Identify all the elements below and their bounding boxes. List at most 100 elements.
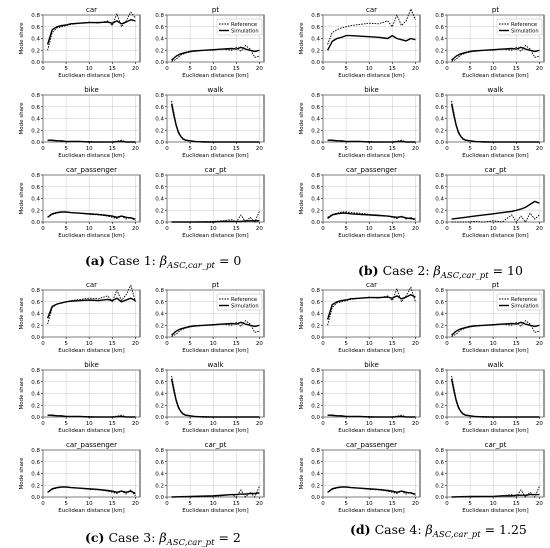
- xtick-label: 20: [412, 226, 419, 232]
- xtick-label: 5: [188, 66, 192, 72]
- panel-bike: 0.0 0.2 0.4 0.6 0.8 0 5 10 15 20 bike Euclidean dis…: [299, 86, 421, 159]
- xtick-label: 20: [256, 66, 263, 72]
- xtick-label: 20: [536, 66, 543, 72]
- ytick-label: 0.4: [311, 37, 320, 43]
- ytick-label: 0.4: [311, 472, 320, 478]
- ytick-label: 0.2: [31, 403, 40, 409]
- legend-label-reference: Reference: [511, 297, 537, 303]
- ytick-label: 0.8: [435, 288, 444, 294]
- ytick-label: 0.6: [311, 300, 320, 306]
- panel-walk: 0.0 0.2 0.4 0.6 0.8 0 5 10 15 20 walk Euclidean dis…: [155, 361, 265, 434]
- xtick-label: 20: [256, 146, 263, 152]
- case-4-caption: (d) Case 4: βASC,car_pt = 1.25: [350, 522, 527, 540]
- ytick-label: 0.6: [435, 25, 444, 31]
- series-line-simulation: [327, 414, 416, 418]
- xtick-label: 20: [132, 421, 139, 427]
- ytick-label: 0.8: [31, 368, 40, 374]
- panel-title: walk: [487, 361, 504, 369]
- ytick-label: 0.0: [311, 140, 320, 146]
- xtick-label: 0: [165, 146, 169, 152]
- ytick-label: 0.2: [155, 483, 164, 489]
- x-axis-label: Euclidean distance [km]: [338, 508, 404, 514]
- panel-title: pt: [212, 281, 219, 289]
- ytick-label: 0.8: [311, 368, 320, 374]
- xtick-label: 20: [412, 66, 419, 72]
- ytick-label: 0.6: [155, 380, 164, 386]
- ytick-label: 0.6: [311, 460, 320, 466]
- ytick-label: 0.8: [311, 173, 320, 179]
- ytick-label: 0.6: [31, 185, 40, 191]
- series-line-simulation: [326, 294, 416, 320]
- panel-bike: 0.0 0.2 0.4 0.6 0.8 0 5 10 15 20 bike Euclidean dis…: [19, 86, 141, 159]
- ytick-label: 0.0: [155, 140, 164, 146]
- ytick-label: 0.4: [155, 197, 164, 203]
- ytick-label: 0.4: [435, 472, 444, 478]
- ytick-label: 0.6: [155, 105, 164, 111]
- panel-car: 0.0 0.2 0.4 0.6 0.8 0 5 10 15 20 car Euclidean dist…: [19, 6, 141, 79]
- xtick-label: 15: [233, 226, 240, 232]
- ytick-label: 0.6: [311, 25, 320, 31]
- xtick-label: 5: [344, 226, 348, 232]
- ytick-label: 0.6: [155, 300, 164, 306]
- x-axis-label: Euclidean distance [km]: [182, 508, 248, 514]
- xtick-label: 5: [64, 421, 68, 427]
- xtick-label: 10: [490, 146, 497, 152]
- xtick-label: 5: [344, 66, 348, 72]
- ytick-label: 0.0: [311, 60, 320, 66]
- xtick-label: 5: [468, 421, 472, 427]
- xtick-label: 20: [256, 421, 263, 427]
- ytick-label: 0.4: [155, 37, 164, 43]
- case-3-group: 0.0 0.2 0.4 0.6 0.8 0 5 10 15 20 car Euclidean dist…: [19, 281, 265, 514]
- ytick-label: 0.6: [31, 380, 40, 386]
- ytick-label: 0.8: [155, 288, 164, 294]
- xtick-label: 10: [210, 146, 217, 152]
- ytick-label: 0.2: [435, 128, 444, 134]
- ytick-label: 0.2: [435, 483, 444, 489]
- xtick-label: 15: [389, 341, 396, 347]
- xtick-label: 20: [132, 501, 139, 507]
- ytick-label: 0.6: [311, 185, 320, 191]
- ytick-label: 0.0: [31, 495, 40, 501]
- panel-title: car: [86, 281, 97, 289]
- xtick-label: 10: [86, 501, 93, 507]
- xtick-label: 15: [109, 66, 116, 72]
- panel-title: car_passenger: [346, 166, 397, 174]
- xtick-label: 10: [490, 226, 497, 232]
- xtick-label: 15: [513, 341, 520, 347]
- ytick-label: 0.6: [31, 25, 40, 31]
- series-line-simulation: [451, 493, 540, 498]
- x-axis-label: Euclidean distance [km]: [58, 233, 124, 239]
- case-2-caption: (b) Case 2: βASC,car_pt = 10: [358, 263, 523, 281]
- ytick-label: 0.4: [155, 392, 164, 398]
- ytick-label: 0.8: [155, 93, 164, 99]
- series-line-reference: [47, 284, 136, 325]
- x-axis-label: Euclidean distance [km]: [338, 73, 404, 79]
- panel-title: car_pt: [205, 441, 227, 449]
- x-axis-label: Euclidean distance [km]: [462, 348, 528, 354]
- ytick-label: 0.2: [31, 483, 40, 489]
- y-axis-label: Mode share: [19, 297, 25, 330]
- ytick-label: 0.4: [435, 117, 444, 123]
- xtick-label: 20: [536, 341, 543, 347]
- series-line-simulation: [326, 34, 416, 51]
- panel-title: bike: [84, 361, 99, 369]
- xtick-label: 10: [86, 226, 93, 232]
- panel-car-passenger: 0.0 0.2 0.4 0.6 0.8 0 5 10 15 20 car_passenger Eucl…: [19, 441, 141, 514]
- ytick-label: 0.6: [435, 460, 444, 466]
- series-line-simulation: [451, 200, 540, 220]
- legend-label-simulation: Simulation: [231, 304, 259, 310]
- ytick-label: 0.8: [155, 448, 164, 454]
- panel-car-passenger: 0.0 0.2 0.4 0.6 0.8 0 5 10 15 20 car_passenger Eucl…: [19, 166, 141, 239]
- panel-title: car_pt: [485, 166, 507, 174]
- ytick-label: 0.0: [155, 220, 164, 226]
- ytick-label: 0.8: [435, 368, 444, 374]
- ytick-label: 0.0: [311, 335, 320, 341]
- x-axis-label: Euclidean distance [km]: [462, 153, 528, 159]
- ytick-label: 0.2: [311, 208, 320, 214]
- panel-title: bike: [364, 361, 379, 369]
- ytick-label: 0.0: [435, 415, 444, 421]
- panel-car-pt: 0.0 0.2 0.4 0.6 0.8 0 5 10 15 20 car_pt Euclidean d…: [155, 441, 265, 514]
- xtick-label: 5: [64, 146, 68, 152]
- xtick-label: 5: [344, 421, 348, 427]
- xtick-label: 0: [41, 226, 45, 232]
